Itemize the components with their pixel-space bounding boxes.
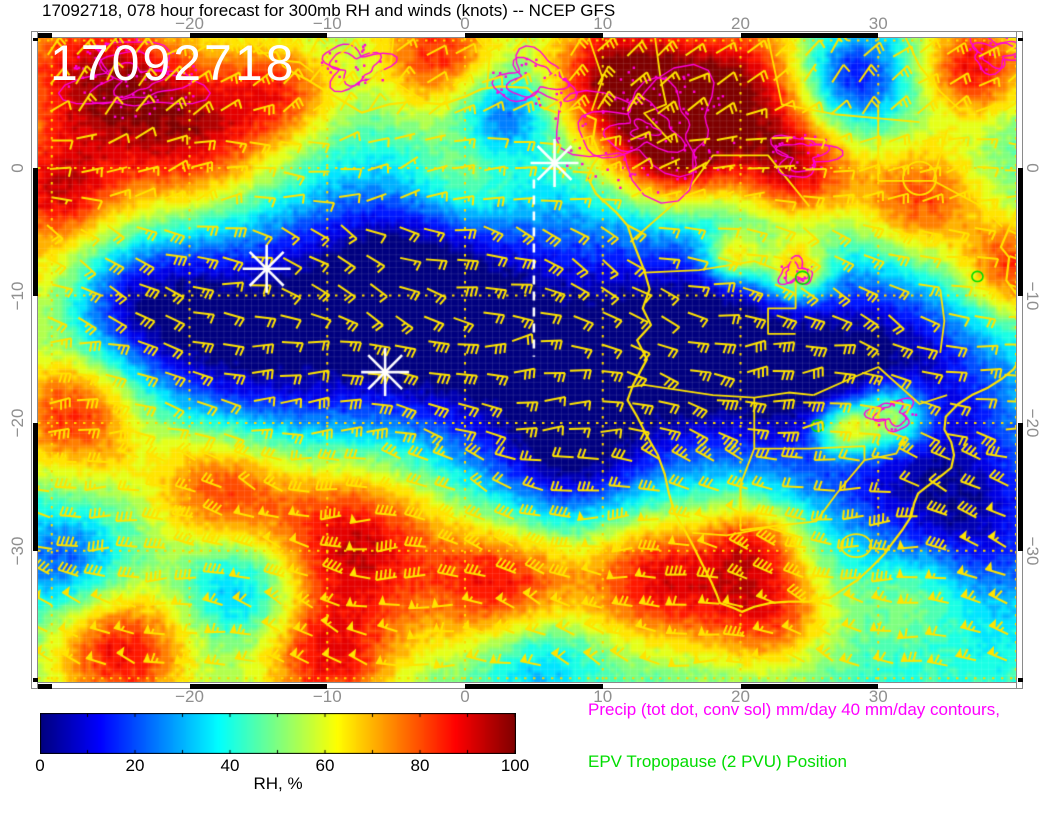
colorbar-tick-label: 80: [410, 756, 430, 775]
lon-tick-label: 30: [868, 14, 888, 33]
lon-tick-label: 20: [731, 687, 750, 706]
map-border-bar: [1016, 31, 1023, 689]
chart-title: 17092718, 078 hour forecast for 300mb RH…: [42, 1, 616, 20]
lat-tick-label: −30: [1023, 536, 1042, 566]
map-border-bar: [31, 682, 1023, 689]
map-border-segment: [465, 684, 603, 689]
colorbar-tick-label: 40: [220, 756, 240, 775]
timestamp-overlay: 17092718: [50, 35, 297, 91]
map-border-segment: [33, 423, 38, 551]
lon-tick-label: 30: [868, 687, 888, 706]
map-border-segment: [465, 33, 603, 38]
lon-tick-label: −20: [175, 687, 204, 706]
legend-epv: EPV Tropopause (2 PVU) Position: [588, 752, 847, 771]
map-border-segment: [189, 684, 328, 689]
colorbar-canvas: [40, 713, 516, 754]
map-border-segment: [38, 33, 52, 38]
map-border-segment: [189, 33, 328, 38]
colorbar-tick-label: 60: [315, 756, 335, 775]
lat-tick-label: 0: [1023, 163, 1042, 173]
map-border-segment: [33, 38, 38, 41]
colorbar-tick-label: 0: [35, 756, 45, 775]
lat-tick-label: 0: [8, 163, 27, 173]
lon-tick-label: 10: [593, 14, 613, 33]
lat-tick-label: −30: [8, 536, 27, 566]
map-border-segment: [1018, 168, 1023, 296]
map-canvas: [38, 38, 1016, 682]
lat-tick-label: −10: [1023, 281, 1042, 311]
legend-precip: Precip (tot dot, conv sol) mm/day 40 mm/…: [588, 700, 1000, 719]
lon-tick-label: 0: [460, 687, 470, 706]
map-border-segment: [33, 168, 38, 296]
map-border-segment: [1018, 38, 1023, 41]
map-border-segment: [38, 684, 52, 689]
colorbar: [40, 713, 516, 759]
map-plot-area: 17092718: [38, 38, 1016, 682]
lon-tick-label: −10: [312, 14, 342, 33]
map-border-bar: [31, 31, 38, 689]
map-border-segment: [1018, 423, 1023, 551]
lon-tick-label: −10: [312, 687, 342, 706]
lat-tick-label: −10: [8, 281, 27, 311]
lat-tick-label: −20: [8, 408, 27, 438]
lon-tick-label: 10: [593, 687, 613, 706]
lon-tick-label: 0: [460, 14, 470, 33]
map-border-segment: [1018, 678, 1023, 682]
lon-tick-label: 20: [731, 14, 750, 33]
lon-tick-label: −20: [175, 14, 204, 33]
colorbar-tick-label: 100: [500, 756, 530, 775]
map-border-segment: [740, 684, 879, 689]
map-border-segment: [740, 33, 879, 38]
colorbar-label: RH, %: [253, 774, 303, 793]
lat-tick-label: −20: [1023, 408, 1042, 438]
map-border-segment: [33, 678, 38, 682]
colorbar-tick-label: 20: [125, 756, 145, 775]
